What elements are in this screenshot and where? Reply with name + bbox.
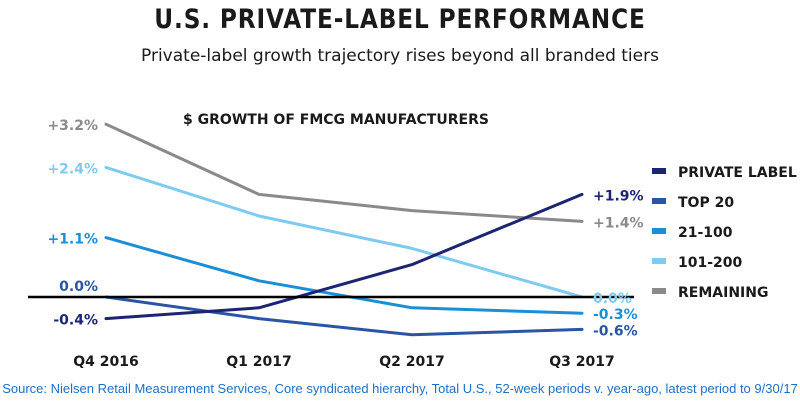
x-tick-label-q4-2016: Q4 2016 (73, 354, 138, 370)
series-101-200-end-label: 0.0% (593, 291, 632, 307)
series-private-label-start-label: -0.4% (53, 313, 98, 329)
page-subtitle: Private-label growth trajectory rises be… (141, 46, 659, 66)
series-top-20-point-label: 0.0% (59, 279, 98, 295)
legend-item-101-200: 101-200 (652, 255, 743, 271)
series-remaining-start-label: +3.2% (47, 118, 98, 134)
series-line-private-label (104, 192, 584, 321)
series-line-101-200 (104, 165, 584, 299)
x-tick-label-q2-2017: Q2 2017 (379, 354, 444, 370)
legend-item-top-20: TOP 20 (652, 195, 734, 211)
legend-label-remaining: REMAINING (678, 285, 768, 301)
series-21-100-start-label: +1.1% (47, 232, 98, 248)
x-tick-label-q1-2017: Q1 2017 (226, 354, 291, 370)
legend-swatch-private-label (652, 168, 666, 174)
series-101-200-start-label: +2.4% (47, 161, 98, 177)
legend-label-private-label: PRIVATE LABEL (678, 165, 797, 181)
source-footnote: Source: Nielsen Retail Measurement Servi… (2, 381, 798, 396)
x-tick-label-q3-2017: Q3 2017 (549, 354, 614, 370)
series-private-label-end-label: +1.9% (593, 188, 644, 204)
legend-swatch-remaining (652, 288, 666, 294)
series-top-20-end-label: -0.6% (593, 323, 638, 339)
series-21-100-end-label: -0.3% (593, 307, 638, 323)
legend-item-21-100: 21-100 (652, 225, 733, 241)
legend-label-top-20: TOP 20 (678, 195, 734, 211)
legend-item-remaining: REMAINING (652, 285, 768, 301)
chart-title: $ GROWTH OF FMCG MANUFACTURERS (183, 112, 489, 128)
legend-label-101-200: 101-200 (678, 255, 743, 271)
legend-swatch-101-200 (652, 258, 666, 264)
series-line-21-100 (104, 236, 584, 315)
legend-item-private-label: PRIVATE LABEL (652, 165, 797, 181)
legend-swatch-top-20 (652, 198, 666, 204)
series-line-remaining (104, 122, 584, 223)
page-title: U.S. PRIVATE-LABEL PERFORMANCE (154, 4, 646, 35)
legend-swatch-21-100 (652, 228, 666, 234)
legend-label-21-100: 21-100 (678, 225, 733, 241)
series-remaining-end-label: +1.4% (593, 215, 644, 231)
series-line-top-20 (104, 295, 584, 337)
